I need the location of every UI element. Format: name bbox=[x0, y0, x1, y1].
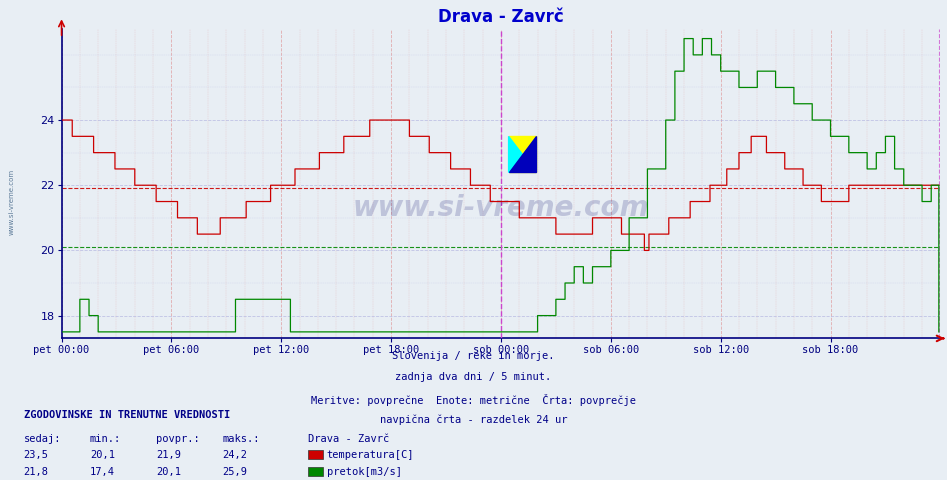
Polygon shape bbox=[509, 136, 536, 172]
Text: temperatura[C]: temperatura[C] bbox=[327, 450, 414, 460]
Text: 25,9: 25,9 bbox=[223, 467, 247, 477]
Text: pretok[m3/s]: pretok[m3/s] bbox=[327, 467, 402, 477]
Text: ZGODOVINSKE IN TRENUTNE VREDNOSTI: ZGODOVINSKE IN TRENUTNE VREDNOSTI bbox=[24, 409, 230, 420]
Polygon shape bbox=[509, 136, 536, 172]
Text: 24,2: 24,2 bbox=[223, 450, 247, 460]
Text: Slovenija / reke in morje.: Slovenija / reke in morje. bbox=[392, 351, 555, 361]
Text: 21,9: 21,9 bbox=[156, 450, 181, 460]
Title: Drava - Zavrč: Drava - Zavrč bbox=[438, 8, 563, 26]
Text: povpr.:: povpr.: bbox=[156, 433, 200, 444]
Text: 23,5: 23,5 bbox=[24, 450, 48, 460]
Text: sedaj:: sedaj: bbox=[24, 433, 62, 444]
Bar bbox=[509, 136, 536, 172]
Text: 20,1: 20,1 bbox=[156, 467, 181, 477]
Text: 21,8: 21,8 bbox=[24, 467, 48, 477]
Text: maks.:: maks.: bbox=[223, 433, 260, 444]
Text: Drava - Zavrč: Drava - Zavrč bbox=[308, 433, 389, 444]
Text: www.si-vreme.com: www.si-vreme.com bbox=[9, 168, 14, 235]
Text: navpična črta - razdelek 24 ur: navpična črta - razdelek 24 ur bbox=[380, 415, 567, 425]
Text: Meritve: povprečne  Enote: metrične  Črta: povprečje: Meritve: povprečne Enote: metrične Črta:… bbox=[311, 394, 636, 406]
Text: 17,4: 17,4 bbox=[90, 467, 115, 477]
Text: www.si-vreme.com: www.si-vreme.com bbox=[352, 194, 650, 222]
Text: min.:: min.: bbox=[90, 433, 121, 444]
Text: zadnja dva dni / 5 minut.: zadnja dva dni / 5 minut. bbox=[396, 372, 551, 383]
Text: 20,1: 20,1 bbox=[90, 450, 115, 460]
